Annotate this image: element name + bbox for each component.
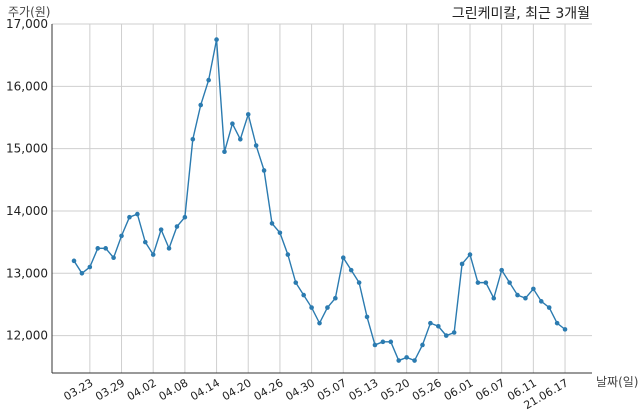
data-point — [364, 314, 370, 320]
data-point — [79, 270, 85, 276]
x-tick-label: 05.20 — [378, 376, 412, 403]
data-point — [317, 320, 322, 326]
x-tick-label: 03.29 — [93, 376, 127, 403]
x-tick-label: 03.23 — [62, 376, 96, 403]
data-point — [404, 355, 409, 360]
data-point — [214, 37, 219, 42]
data-point — [158, 227, 164, 232]
data-point — [269, 221, 275, 226]
data-point — [103, 246, 108, 251]
x-axis-label: 날짜(일) — [596, 375, 638, 389]
data-point — [538, 299, 544, 304]
data-point — [348, 267, 354, 273]
chart-title: 그린케미칼, 최근 3개월 — [452, 6, 590, 22]
y-tick-label: 13,000 — [6, 266, 48, 280]
data-point — [491, 295, 497, 301]
data-point — [174, 224, 180, 229]
data-point — [467, 252, 473, 257]
x-tick-label: 06.07 — [473, 376, 507, 403]
data-point — [127, 214, 132, 220]
x-tick-label: 05.07 — [315, 376, 349, 403]
data-point — [325, 305, 330, 310]
data-point — [428, 320, 433, 326]
grid — [52, 23, 592, 373]
y-tick-label: 17,000 — [6, 17, 48, 31]
data-point — [261, 168, 267, 173]
data-point — [546, 305, 552, 310]
data-point — [285, 252, 291, 257]
data-point — [356, 280, 362, 285]
price-series — [71, 37, 568, 363]
data-point — [412, 358, 417, 363]
data-point — [515, 292, 520, 298]
data-point — [499, 267, 504, 273]
data-point — [293, 280, 299, 285]
data-point — [372, 342, 378, 348]
data-point — [451, 330, 457, 335]
data-point — [475, 280, 481, 285]
data-point — [562, 327, 568, 332]
data-point — [459, 261, 465, 267]
y-tick-label: 14,000 — [6, 204, 48, 218]
data-point — [301, 292, 306, 298]
labels: 그린케미칼, 최근 3개월 주가(원) 날짜(일) — [8, 5, 638, 389]
data-point — [333, 295, 338, 301]
data-point — [483, 280, 489, 285]
axes: 12,000 13,000 14,000 15,000 16,000 17,000 03.2… — [6, 17, 592, 412]
x-tick-label: 04.08 — [157, 376, 191, 403]
data-point — [230, 121, 235, 127]
data-point — [388, 339, 394, 345]
data-point — [420, 342, 425, 348]
data-point — [150, 252, 156, 257]
data-point — [182, 214, 188, 220]
x-tick-label: 05.26 — [410, 376, 444, 403]
data-point — [119, 233, 124, 239]
x-tick-label: 04.26 — [252, 376, 286, 403]
x-tick-label: 04.20 — [220, 376, 254, 403]
x-tick-label: 05.13 — [347, 376, 381, 403]
data-point — [111, 255, 116, 261]
data-point — [277, 230, 283, 236]
data-point — [554, 320, 560, 326]
data-point — [523, 295, 528, 301]
x-tick-label: 04.30 — [283, 376, 317, 403]
data-point — [222, 149, 227, 155]
data-point — [166, 246, 172, 251]
data-point — [95, 246, 101, 251]
data-point — [253, 143, 259, 148]
y-tick-label: 15,000 — [6, 142, 48, 156]
data-point — [531, 286, 536, 292]
x-tick-label: 04.02 — [125, 376, 159, 403]
y-tick-label: 12,000 — [6, 329, 48, 343]
series-line — [73, 39, 566, 362]
data-point — [436, 323, 441, 329]
data-point — [309, 305, 314, 310]
y-tick-label: 16,000 — [6, 79, 48, 93]
data-point — [380, 339, 386, 345]
data-point — [245, 112, 251, 117]
data-point — [142, 239, 148, 245]
data-point — [135, 211, 140, 217]
data-point — [71, 258, 77, 264]
data-point — [87, 264, 93, 270]
data-point — [443, 333, 449, 338]
x-tick-label: 04.14 — [188, 376, 222, 403]
data-point — [396, 358, 402, 363]
data-point — [206, 77, 211, 83]
data-point — [238, 136, 243, 142]
data-point — [198, 102, 204, 108]
data-point — [340, 255, 346, 261]
y-axis-label: 주가(원) — [8, 5, 50, 19]
data-point — [190, 136, 196, 142]
x-tick-label: 06.01 — [442, 376, 476, 403]
data-point — [507, 280, 512, 285]
